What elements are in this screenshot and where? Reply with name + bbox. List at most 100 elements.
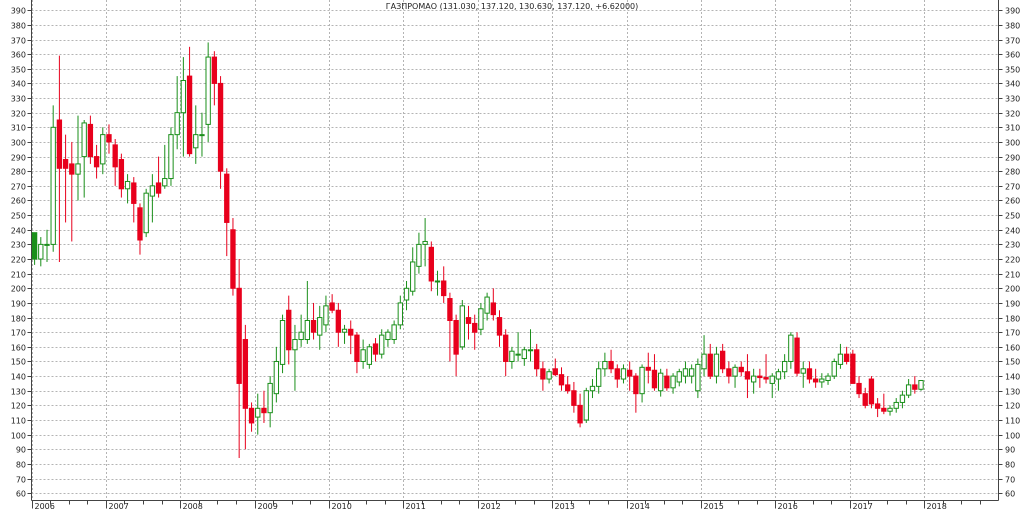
candle (168, 127, 174, 186)
candle (881, 393, 887, 415)
y-tick-label-left: 120 (11, 402, 26, 411)
y-tick-label-right: 140 (1005, 373, 1020, 382)
candle-body (416, 243, 422, 267)
candle (558, 367, 565, 391)
candle (329, 294, 335, 314)
candle-body (69, 163, 75, 175)
candle-body (620, 368, 627, 380)
x-tick-label: 2008 (183, 502, 203, 511)
candle-body (639, 366, 645, 395)
candle-body (589, 385, 596, 392)
candle (186, 46, 193, 157)
candle (874, 398, 881, 418)
candle-body (286, 309, 292, 351)
candle-body (180, 79, 187, 114)
candle-body (211, 56, 218, 84)
candle-body (366, 346, 372, 365)
candle-body (453, 319, 459, 355)
candle-body (162, 178, 168, 187)
y-tick-label-right: 390 (1005, 7, 1020, 16)
y-tick-label-left: 270 (11, 183, 26, 192)
candle-body (719, 350, 726, 370)
candle (205, 42, 211, 142)
candle-body (484, 296, 490, 314)
y-tick-label-right: 90 (1005, 446, 1015, 455)
candle (310, 302, 317, 340)
y-tick-label-right: 150 (1005, 358, 1020, 367)
candle (131, 177, 137, 223)
y-tick-label-right: 360 (1005, 51, 1020, 60)
x-tick-label: 2010 (332, 502, 352, 511)
candle-body (899, 394, 906, 403)
candle-body (403, 287, 410, 301)
y-tick-label-right: 60 (1005, 490, 1015, 499)
candle (812, 368, 819, 388)
candle-body (255, 407, 261, 418)
plot-frame (31, 0, 999, 501)
candle (905, 379, 912, 399)
y-tick-label-left: 220 (11, 256, 26, 265)
candle-body (695, 363, 701, 392)
y-tick-label-left: 310 (11, 124, 26, 133)
candle (509, 346, 515, 369)
candle (608, 349, 614, 374)
candle (775, 368, 782, 391)
candle (44, 229, 50, 262)
candle (651, 354, 658, 391)
candle-body (881, 407, 887, 412)
x-tick-label: 2013 (555, 502, 575, 511)
candle (379, 329, 385, 359)
y-tick-label-left: 90 (16, 446, 26, 455)
candle (571, 381, 577, 413)
candle-body (887, 407, 893, 412)
candle (298, 314, 304, 347)
candle (360, 339, 366, 369)
candle-body (174, 112, 180, 136)
candle (403, 280, 410, 311)
candle (912, 376, 918, 394)
x-tick-label: 2016 (778, 502, 798, 511)
candle-body (596, 368, 602, 387)
candle (478, 302, 484, 336)
candle (726, 361, 732, 384)
candle (348, 320, 354, 355)
candle (732, 364, 738, 388)
candle-body (905, 384, 912, 396)
candle-body (472, 322, 478, 333)
candle (534, 343, 540, 377)
candle-body (602, 360, 608, 370)
candle-body (565, 384, 571, 392)
candle-body (843, 353, 850, 362)
candle (174, 76, 180, 150)
candle-body (379, 334, 385, 355)
candle (794, 332, 800, 377)
candle (428, 241, 434, 292)
candle (341, 324, 348, 344)
candle-body (193, 134, 199, 149)
candle-body (509, 350, 515, 362)
y-tick-label-left: 360 (11, 51, 26, 60)
y-tick-label-right: 260 (1005, 197, 1020, 206)
candle (155, 156, 162, 198)
y-tick-label-left: 110 (11, 417, 26, 426)
candle (837, 343, 844, 369)
y-tick-label-right: 290 (1005, 154, 1020, 163)
candle (354, 332, 360, 374)
candle-body (571, 390, 577, 406)
candle-body (583, 390, 589, 421)
y-tick-label-left: 190 (11, 300, 26, 309)
y-tick-label-left: 290 (11, 154, 26, 163)
candle-body (763, 377, 769, 380)
candle-body (422, 240, 428, 245)
candle (255, 393, 261, 435)
candle (856, 376, 862, 399)
candle (565, 376, 571, 394)
candle (589, 379, 596, 399)
candle-body (248, 407, 255, 424)
candle-body (496, 317, 503, 336)
candle (69, 141, 75, 242)
y-tick-label-left: 200 (11, 285, 26, 294)
candle-body (447, 298, 453, 321)
candle (701, 335, 707, 377)
